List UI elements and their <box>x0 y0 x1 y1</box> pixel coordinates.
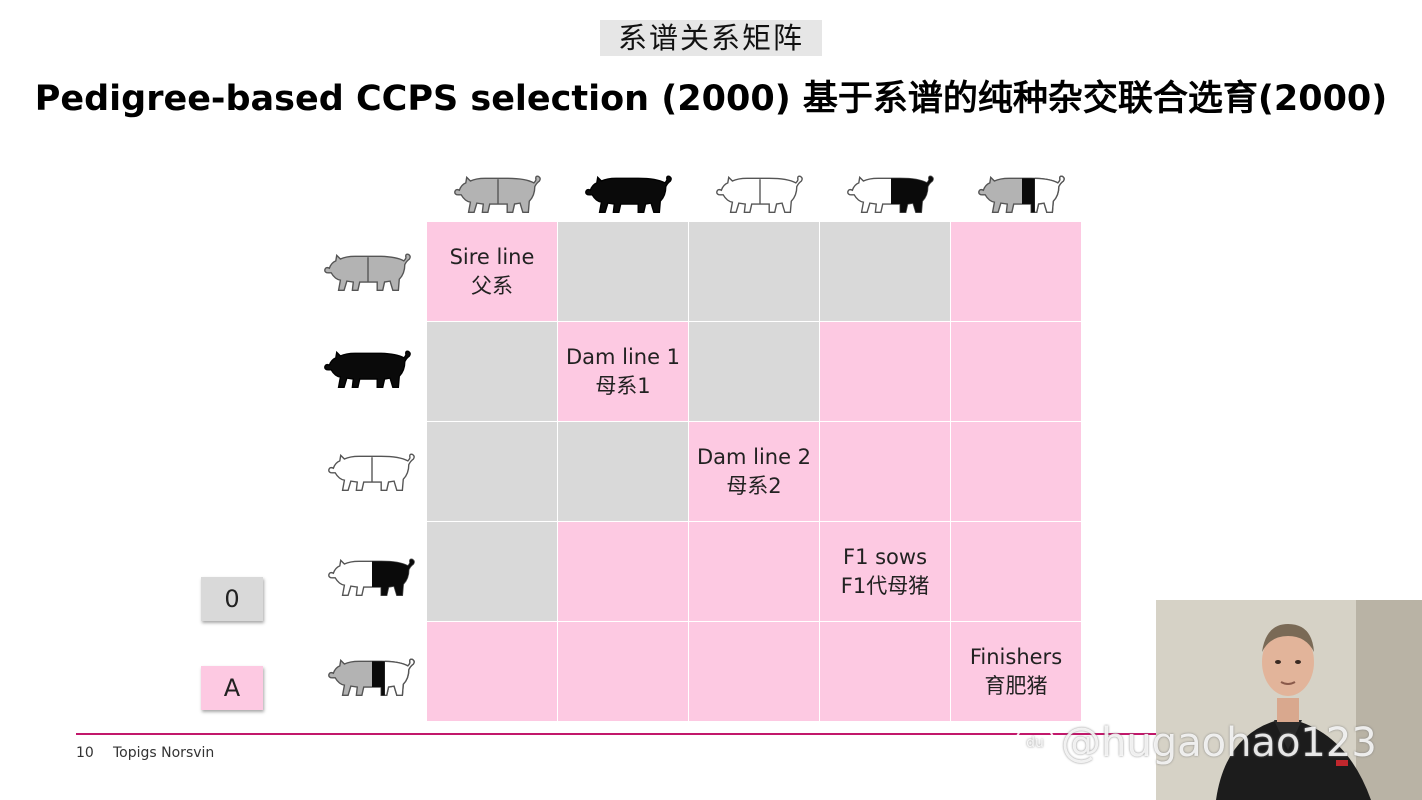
matrix-cell <box>558 222 688 321</box>
matrix-cell <box>558 622 688 721</box>
row-pig-finisher-icon <box>326 653 418 703</box>
cell-label-cn: 母系2 <box>726 473 782 498</box>
matrix-cell <box>820 622 950 721</box>
matrix-cell <box>951 422 1081 521</box>
page-number: 10 <box>76 745 94 761</box>
cell-label-en: Sire line <box>449 244 535 269</box>
matrix-cell-diagonal: Sire line 父系 <box>427 222 557 321</box>
company-name: Topigs Norsvin <box>113 745 215 761</box>
legend-a-swatch: A <box>201 666 263 710</box>
row-pig-dam-line-2-icon <box>326 448 418 498</box>
matrix-cell-diagonal: Finishers 育肥猪 <box>951 622 1081 721</box>
cell-label-cn: F1代母猪 <box>840 573 930 598</box>
footer-divider <box>76 733 1156 735</box>
watermark: du @hugaohao123 <box>1015 720 1377 766</box>
cell-label-en: Dam line 2 <box>696 444 812 469</box>
presenter-figure <box>1156 600 1422 800</box>
column-pig-f1-sow-icon <box>845 170 937 220</box>
cell-label-cn: 母系1 <box>595 373 651 398</box>
matrix-cell <box>951 522 1081 621</box>
matrix-cell-diagonal: F1 sows F1代母猪 <box>820 522 950 621</box>
presenter-video <box>1156 600 1422 800</box>
matrix-cell <box>951 322 1081 421</box>
column-pig-sire-line-icon <box>452 170 544 220</box>
matrix-cell <box>427 322 557 421</box>
column-pig-finisher-icon <box>976 170 1068 220</box>
row-pig-dam-line-1-icon <box>322 345 414 395</box>
cell-label-en: F1 sows <box>842 544 928 569</box>
matrix-cell <box>427 522 557 621</box>
watermark-text: @hugaohao123 <box>1061 720 1377 766</box>
matrix-cell <box>558 522 688 621</box>
matrix-cell <box>820 422 950 521</box>
matrix-cell <box>820 222 950 321</box>
matrix-cell <box>689 222 819 321</box>
matrix-cell <box>820 322 950 421</box>
matrix-cell <box>689 522 819 621</box>
row-pig-sire-line-icon <box>322 248 414 298</box>
matrix-cell <box>951 222 1081 321</box>
matrix-cell-diagonal: Dam line 2 母系2 <box>689 422 819 521</box>
slide-subtitle-chinese: 系谱关系矩阵 <box>600 20 822 56</box>
matrix-cell <box>427 622 557 721</box>
matrix-cell <box>689 622 819 721</box>
matrix-cell-diagonal: Dam line 1 母系1 <box>558 322 688 421</box>
column-pig-dam-line-2-icon <box>714 170 806 220</box>
cell-label-cn: 父系 <box>471 273 513 298</box>
legend-zero-swatch: 0 <box>201 577 263 621</box>
row-pig-f1-sow-icon <box>326 553 418 603</box>
slide-title: Pedigree-based CCPS selection (2000) 基于系… <box>34 79 1388 119</box>
relationship-matrix: Sire line 父系 Dam line 1 母系1 Dam line 2 母系2 … <box>427 222 1083 722</box>
cell-label-en: Dam line 1 <box>565 344 681 369</box>
column-pig-dam-line-1-icon <box>583 170 675 220</box>
matrix-cell <box>558 422 688 521</box>
watermark-badge-icon: du <box>1015 723 1055 763</box>
cell-label-en: Finishers <box>969 644 1063 669</box>
cell-label-cn: 育肥猪 <box>984 673 1048 698</box>
matrix-cell <box>689 322 819 421</box>
matrix-cell <box>427 422 557 521</box>
